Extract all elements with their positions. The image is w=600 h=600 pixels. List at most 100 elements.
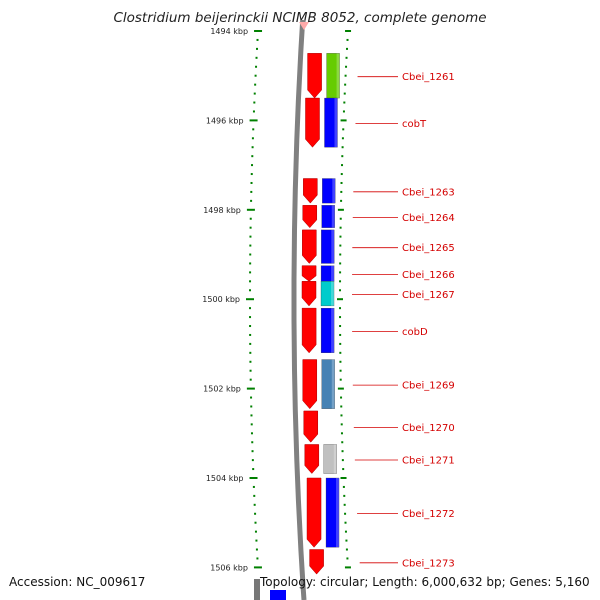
minor-tick-right	[342, 485, 345, 488]
minor-tick-right	[340, 414, 343, 417]
gene-strand-arrow	[302, 205, 318, 229]
minor-tick-left	[249, 253, 252, 256]
minor-tick-right	[339, 217, 342, 220]
gene-label[interactable]: cobT	[402, 119, 427, 130]
gene-category-box	[320, 281, 335, 307]
minor-tick-right	[339, 271, 342, 274]
minor-tick-right	[342, 468, 345, 471]
gene-label[interactable]: Cbei_1269	[402, 381, 455, 392]
gene-label[interactable]: Cbei_1267	[402, 290, 455, 301]
gene-label[interactable]: cobD	[402, 327, 428, 338]
minor-tick-left	[249, 333, 252, 336]
gene-category-shade	[332, 178, 336, 204]
minor-tick-left	[249, 235, 252, 238]
gene-label[interactable]: Cbei_1273	[402, 558, 455, 569]
minor-tick-left	[253, 101, 256, 104]
gene-label[interactable]: Cbei_1266	[402, 270, 455, 281]
minor-tick-right	[341, 137, 344, 140]
gene-strand-arrow	[306, 477, 322, 548]
minor-tick-right	[343, 92, 346, 95]
minor-tick-right	[341, 164, 344, 167]
gene-category-shade	[331, 281, 335, 306]
gene-label[interactable]: Cbei_1263	[402, 187, 455, 198]
gene-category-box	[321, 229, 335, 264]
minor-tick-left	[251, 155, 254, 158]
minor-tick-left	[251, 459, 254, 462]
minor-tick-right	[345, 548, 348, 551]
minor-tick-right	[339, 253, 342, 256]
minor-tick-left	[252, 110, 255, 113]
minor-tick-right	[343, 101, 346, 104]
gene-category-box	[321, 205, 335, 228]
minor-tick-left	[250, 181, 253, 184]
gene-strand-arrow	[309, 549, 324, 575]
partial-feature-grey	[254, 579, 260, 600]
minor-tick-right	[340, 405, 343, 408]
position-ticks: 1494 kbp 1496 kbp 1498 kbp 1500 kbp 1502 kbp…	[202, 27, 263, 572]
tick-label: 1506 kbp	[210, 563, 248, 572]
minor-tick-right	[344, 521, 347, 524]
minor-tick-right	[342, 110, 345, 113]
minor-tick-right	[346, 47, 349, 50]
gene-category-shade	[331, 229, 335, 264]
gene-strand-arrow	[303, 410, 319, 443]
gene-category-box	[320, 307, 335, 353]
minor-tick-left	[249, 360, 252, 363]
minor-tick-right	[339, 325, 342, 328]
minor-tick-right	[344, 512, 347, 515]
minor-tick-right	[344, 530, 347, 533]
minor-tick-right	[343, 494, 346, 497]
gene-label[interactable]: Cbei_1264	[402, 213, 455, 224]
gene-label[interactable]: Cbei_1265	[402, 243, 455, 254]
minor-tick-right	[340, 190, 343, 193]
gene-label[interactable]: Cbei_1261	[402, 72, 455, 83]
gene-label[interactable]: Cbei_1270	[402, 423, 455, 434]
minor-tick-right	[339, 316, 342, 319]
gene-strand-arrow	[302, 359, 318, 410]
minor-tick-right	[344, 74, 347, 77]
gene-label[interactable]: Cbei_1272	[402, 509, 455, 520]
tick-label: 1504 kbp	[206, 474, 244, 483]
minor-tick-left	[249, 262, 252, 265]
minor-tick-left	[249, 325, 252, 328]
gene-category-box	[323, 444, 337, 474]
minor-tick-right	[340, 199, 343, 202]
minor-tick-right	[340, 173, 343, 176]
minor-tick-right	[339, 226, 342, 229]
minor-tick-left	[254, 521, 257, 524]
tick-label: 1500 kbp	[202, 295, 240, 304]
gene-strand-arrow	[305, 97, 320, 148]
minor-tick-right	[346, 557, 349, 560]
minor-tick-left	[249, 226, 252, 229]
minor-tick-left	[252, 128, 255, 131]
minor-tick-right	[339, 307, 342, 310]
minor-tick-left	[250, 396, 253, 399]
minor-tick-dots	[249, 30, 352, 569]
gene-category-shade	[336, 478, 340, 548]
gene-category-shade	[331, 265, 335, 282]
minor-tick-right	[339, 378, 342, 381]
minor-tick-right	[343, 503, 346, 506]
gene-label[interactable]: Cbei_1271	[402, 456, 455, 467]
minor-tick-right	[339, 280, 342, 283]
minor-tick-right	[345, 539, 348, 542]
minor-tick-right	[337, 387, 344, 390]
minor-tick-right	[339, 235, 342, 238]
minor-tick-left	[250, 190, 253, 193]
gene-category-shade	[333, 444, 337, 474]
minor-tick-right	[341, 459, 344, 462]
minor-tick-right	[345, 56, 348, 59]
gene-category-box	[321, 359, 335, 409]
minor-tick-left	[250, 199, 253, 202]
minor-tick-left	[249, 307, 252, 310]
gene-category-shade	[334, 98, 338, 148]
gene-features	[301, 53, 340, 575]
tick-label: 1502 kbp	[203, 385, 241, 394]
minor-tick-left	[255, 56, 258, 59]
minor-tick-left	[255, 548, 258, 551]
gene-category-shade	[336, 53, 340, 99]
minor-tick-left	[250, 173, 253, 176]
gene-category-shade	[331, 359, 335, 409]
minor-tick-left	[256, 38, 259, 41]
minor-tick-left	[251, 450, 254, 453]
